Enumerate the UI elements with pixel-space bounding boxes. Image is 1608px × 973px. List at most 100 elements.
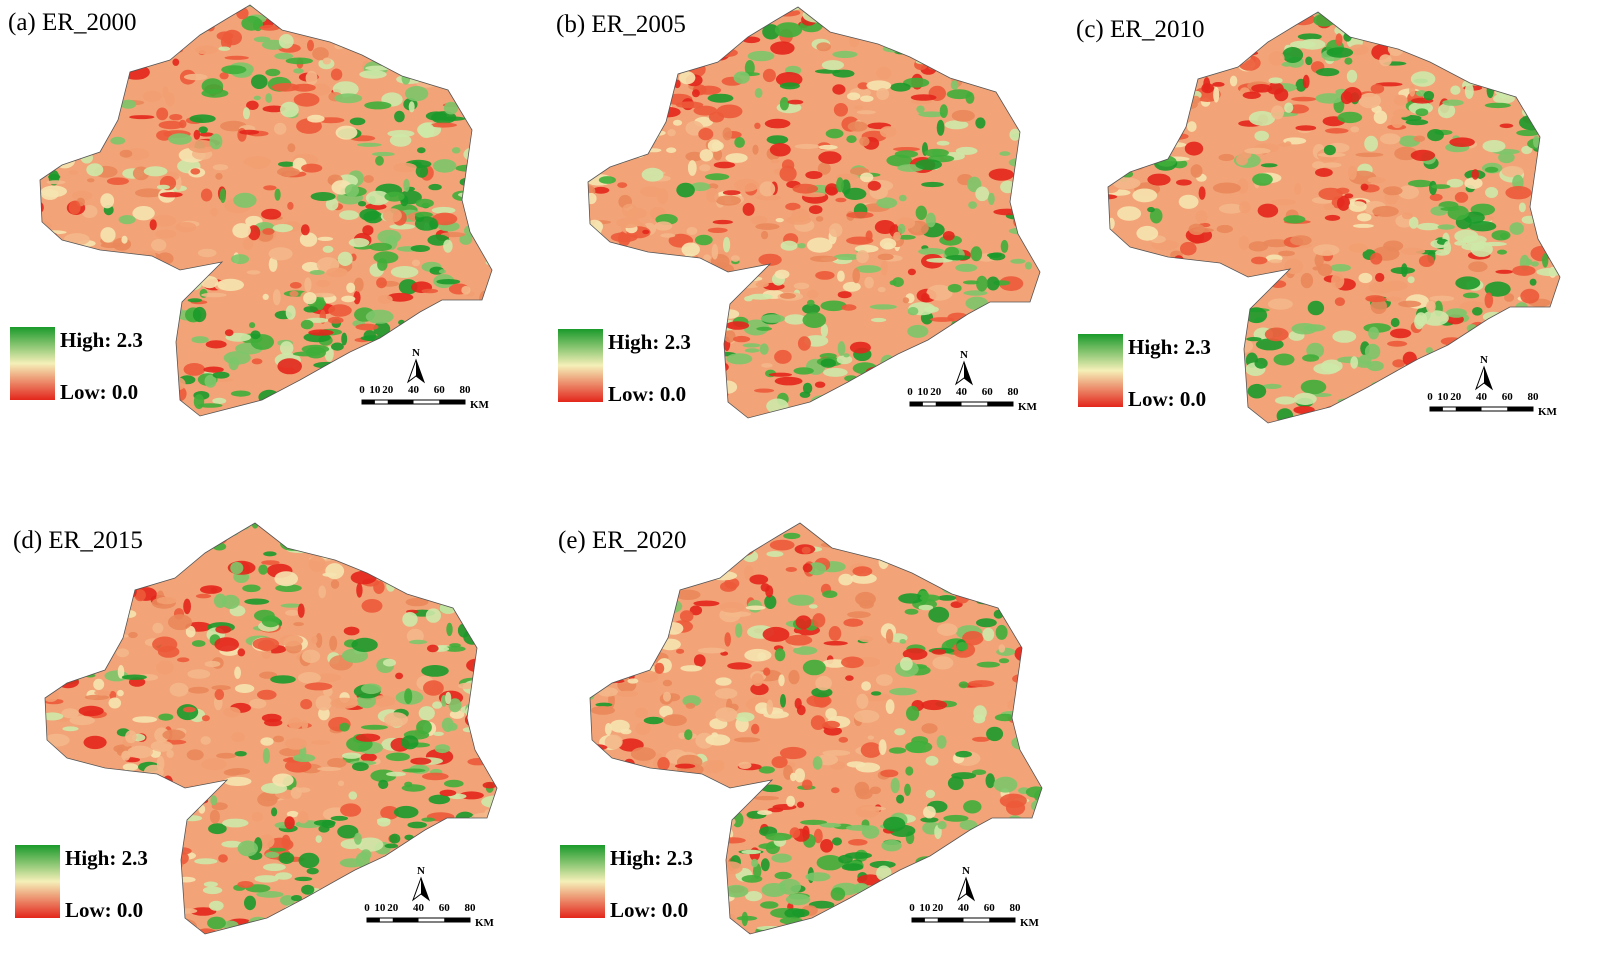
land-patch [716, 104, 743, 119]
land-patch [957, 13, 974, 20]
land-patch [422, 323, 444, 339]
land-patch [221, 5, 237, 15]
land-patch [1300, 379, 1327, 395]
land-patch [805, 872, 831, 882]
land-patch [425, 608, 441, 623]
land-patch [654, 85, 663, 96]
land-patch [473, 194, 482, 206]
land-patch [467, 817, 475, 832]
land-patch [728, 913, 736, 927]
land-patch [854, 244, 879, 253]
land-patch [868, 390, 884, 405]
land-patch [712, 906, 726, 920]
land-patch [72, 593, 96, 602]
land-patch [1022, 320, 1037, 336]
land-patch [1011, 59, 1019, 67]
land-patch [856, 788, 873, 800]
land-patch [447, 722, 458, 731]
land-patch [162, 898, 175, 904]
land-patch [251, 811, 264, 822]
land-patch [602, 559, 615, 568]
land-patch [630, 747, 656, 761]
land-patch [1031, 322, 1040, 331]
land-patch [331, 342, 344, 351]
land-patch [1163, 132, 1189, 140]
land-patch [1432, 365, 1452, 370]
land-patch [806, 289, 819, 299]
land-patch [171, 280, 199, 293]
land-patch [201, 715, 210, 722]
land-patch [315, 633, 323, 648]
land-patch [725, 153, 748, 163]
land-patch [158, 120, 184, 130]
land-patch [893, 147, 920, 152]
land-patch [876, 674, 893, 686]
land-patch [626, 116, 647, 122]
land-patch [194, 531, 220, 536]
land-patch [145, 792, 164, 798]
land-patch [168, 614, 192, 631]
land-patch [1408, 216, 1419, 229]
land-patch [257, 792, 278, 807]
land-patch [1491, 230, 1511, 241]
land-patch [1208, 301, 1226, 312]
land-patch [424, 26, 433, 35]
land-patch [298, 852, 320, 869]
land-patch [1321, 162, 1342, 168]
land-patch [616, 53, 644, 68]
land-patch [1407, 31, 1416, 42]
land-patch [830, 887, 846, 901]
land-patch [104, 317, 127, 327]
land-patch [1285, 16, 1304, 23]
land-patch [1360, 183, 1369, 191]
land-patch [905, 766, 914, 776]
land-patch [1437, 224, 1455, 230]
land-patch [78, 926, 99, 932]
land-patch [604, 253, 626, 259]
land-patch [400, 31, 412, 39]
land-patch [256, 891, 284, 898]
land-patch [72, 881, 96, 886]
land-patch [1030, 190, 1038, 206]
land-patch [771, 853, 792, 863]
land-patch [820, 839, 834, 853]
land-patch [146, 272, 155, 279]
land-patch [98, 258, 120, 269]
land-patch [303, 292, 317, 305]
land-patch [466, 103, 483, 108]
land-patch [885, 556, 911, 565]
land-patch [1176, 179, 1192, 186]
land-patch [708, 383, 719, 396]
map [40, 5, 492, 416]
land-patch [785, 567, 797, 572]
land-patch [100, 593, 119, 609]
land-patch [126, 815, 143, 825]
land-patch [339, 5, 364, 11]
land-patch [341, 295, 356, 303]
land-patch [1521, 20, 1540, 32]
land-patch [141, 927, 168, 934]
land-patch [720, 581, 737, 592]
land-patch [1149, 208, 1163, 224]
land-patch [402, 768, 426, 773]
legend-high: High: 2.3 [610, 846, 693, 870]
land-patch [236, 7, 249, 20]
land-patch [1348, 201, 1367, 212]
land-patch [226, 523, 240, 533]
land-patch [339, 722, 350, 732]
land-patch [710, 363, 727, 371]
land-patch [658, 70, 668, 87]
scale-label: 10 [374, 902, 386, 914]
land-patch [90, 832, 112, 840]
land-patch [436, 327, 457, 335]
land-patch [693, 654, 706, 667]
north-arrow-half [421, 878, 429, 900]
land-patch [347, 404, 373, 416]
land-patch [724, 632, 731, 647]
land-patch [846, 236, 874, 245]
land-patch [421, 832, 443, 842]
land-patch [327, 758, 347, 768]
land-patch [438, 269, 446, 274]
land-patch [1457, 366, 1481, 375]
land-patch [1006, 605, 1033, 615]
